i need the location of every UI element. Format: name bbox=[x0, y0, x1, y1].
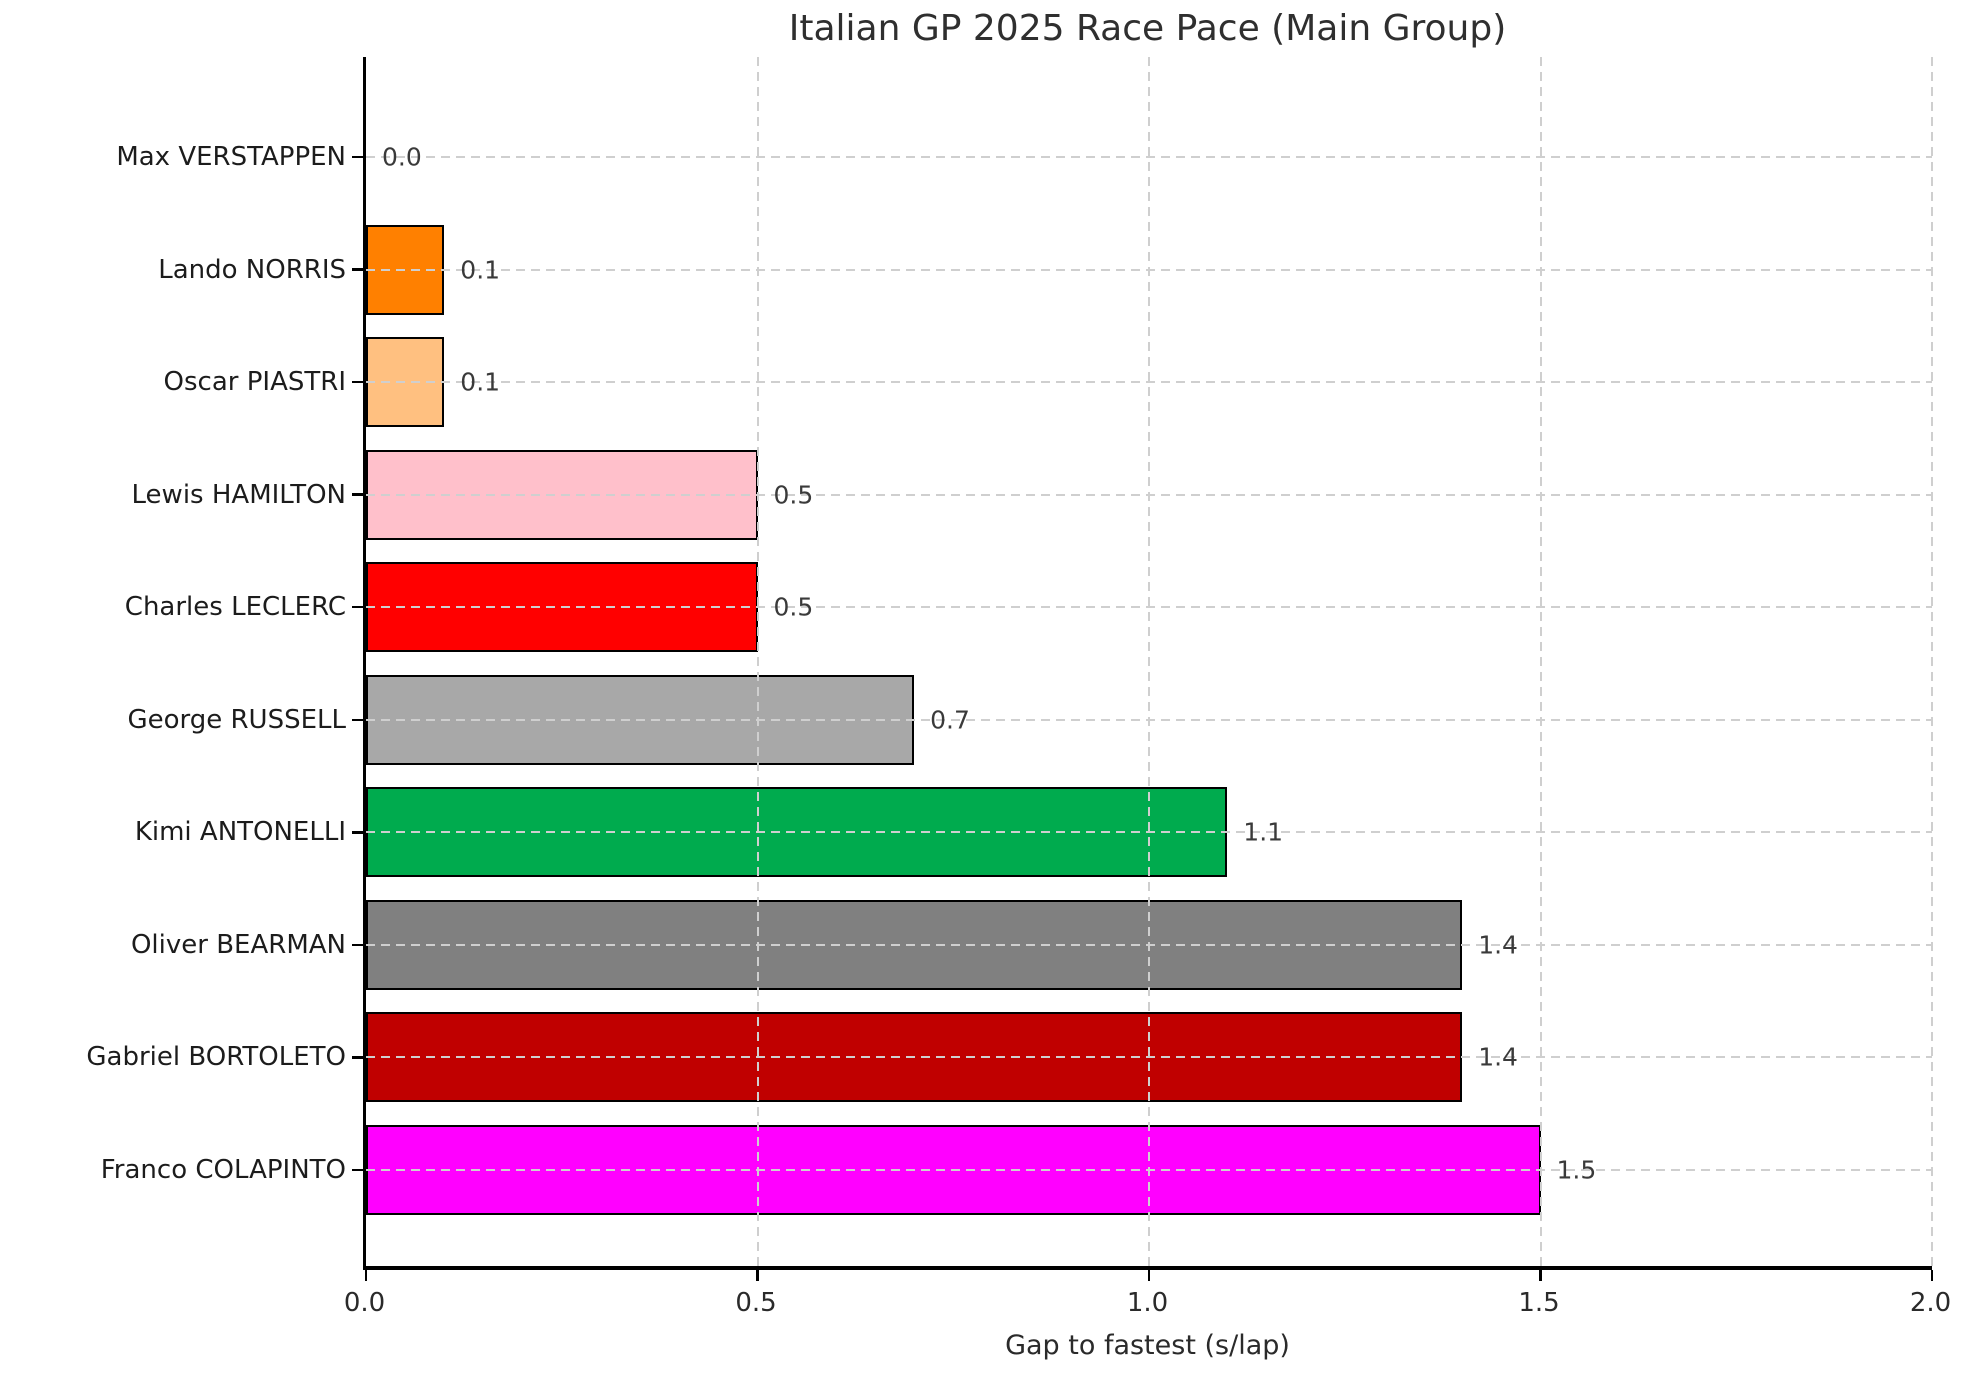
x-tick-label: 1.5 bbox=[1518, 1288, 1560, 1318]
x-axis-label: Gap to fastest (s/lap) bbox=[1005, 1330, 1290, 1361]
x-gridline bbox=[1931, 57, 1933, 1266]
x-tick-mark bbox=[1147, 1270, 1151, 1281]
x-tick-label: 0.5 bbox=[735, 1288, 777, 1318]
y-tick-mark bbox=[352, 493, 363, 496]
x-tick-mark bbox=[756, 1270, 759, 1281]
bar-oliver-bearman bbox=[366, 899, 1463, 990]
y-gridline bbox=[366, 156, 1932, 159]
y-tick-label-oscar-piastri: Oscar PIASTRI bbox=[163, 367, 346, 398]
y-tick-label-franco-colapinto: Franco COLAPINTO bbox=[100, 1154, 346, 1185]
bar-value-label: 1.5 bbox=[1556, 1155, 1597, 1185]
x-tick-label: 0.0 bbox=[343, 1288, 386, 1318]
y-tick-label-charles-leclerc: Charles LECLERC bbox=[124, 592, 346, 623]
y-tick-label-lewis-hamilton: Lewis HAMILTON bbox=[131, 479, 346, 510]
x-gridline bbox=[1539, 57, 1542, 1266]
y-tick-mark bbox=[352, 605, 363, 609]
x-tick-mark bbox=[1539, 1270, 1542, 1281]
y-tick-label-kimi-antonelli: Kimi ANTONELLI bbox=[134, 817, 346, 848]
bar-gabriel-bortoleto bbox=[366, 1012, 1463, 1103]
y-tick-label-max-verstappen: Max VERSTAPPEN bbox=[116, 142, 346, 173]
bar-kimi-antonelli bbox=[366, 787, 1228, 878]
y-tick-mark bbox=[352, 718, 363, 721]
bar-lewis-hamilton bbox=[366, 449, 758, 540]
bar-charles-leclerc bbox=[366, 562, 758, 653]
bar-value-label: 0.5 bbox=[773, 592, 814, 622]
y-tick-label-oliver-bearman: Oliver BEARMAN bbox=[130, 929, 346, 960]
bar-value-label: 1.4 bbox=[1478, 1042, 1518, 1072]
bar-oscar-piastri bbox=[366, 337, 445, 428]
y-gridline bbox=[366, 381, 1932, 384]
x-tick-mark bbox=[1930, 1270, 1934, 1281]
bar-value-label: 1.4 bbox=[1478, 930, 1518, 960]
y-tick-mark bbox=[352, 1168, 363, 1172]
x-tick-label: 2.0 bbox=[1909, 1288, 1952, 1318]
bar-value-label: 0.0 bbox=[382, 142, 422, 172]
y-tick-mark bbox=[352, 1056, 363, 1059]
y-tick-mark bbox=[352, 831, 363, 834]
x-tick-label: 1.0 bbox=[1126, 1288, 1169, 1318]
y-tick-label-gabriel-bortoleto: Gabriel BORTOLETO bbox=[86, 1042, 346, 1073]
x-tick-mark bbox=[364, 1270, 368, 1281]
y-tick-label-lando-norris: Lando NORRIS bbox=[158, 254, 346, 285]
bar-value-label: 0.5 bbox=[773, 480, 814, 510]
y-tick-mark bbox=[352, 268, 363, 271]
chart-title: Italian GP 2025 Race Pace (Main Group) bbox=[788, 8, 1507, 49]
y-gridline bbox=[366, 268, 1932, 271]
y-tick-label-george-russell: George RUSSELL bbox=[127, 704, 346, 735]
bar-lando-norris bbox=[366, 224, 445, 315]
bar-value-label: 0.1 bbox=[460, 255, 501, 285]
plot-area: 0.0 0.1 0.1 0.5 0.5 0.7 1.1 1.4 1.4 1.5 bbox=[352, 57, 1934, 1281]
bar-george-russell bbox=[366, 674, 915, 765]
y-tick-mark bbox=[352, 943, 363, 947]
y-tick-mark bbox=[352, 380, 363, 384]
y-tick-mark bbox=[352, 155, 363, 159]
bar-value-label: 0.1 bbox=[460, 367, 501, 397]
bar-value-label: 0.7 bbox=[930, 705, 970, 735]
bar-value-label: 1.1 bbox=[1243, 817, 1284, 847]
bar-franco-colapinto bbox=[366, 1124, 1541, 1215]
